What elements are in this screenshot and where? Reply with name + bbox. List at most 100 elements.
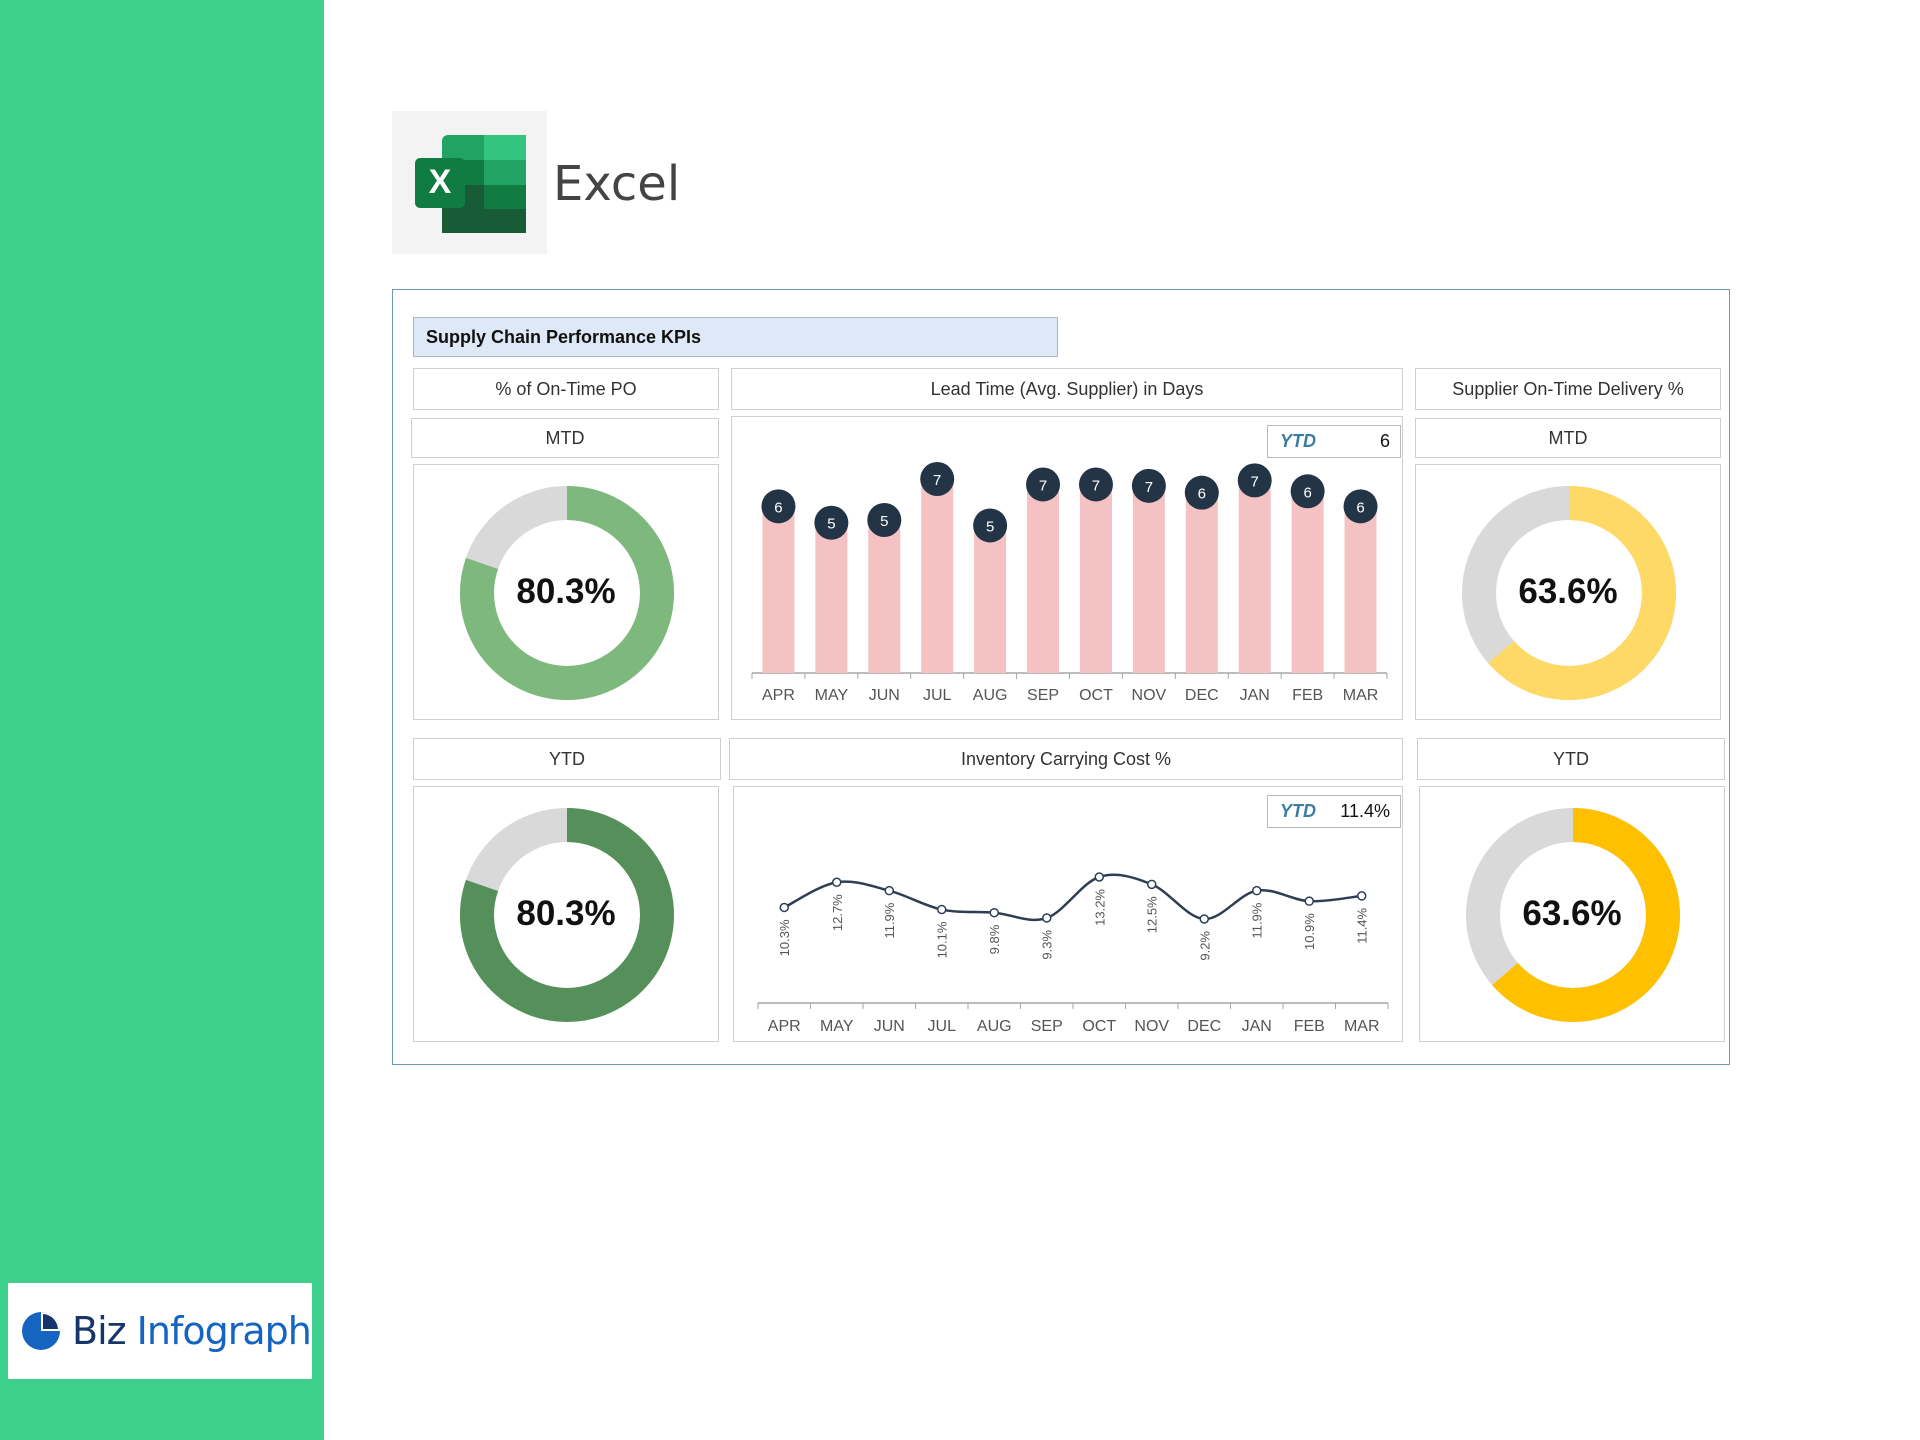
- x-tick-label: AUG: [977, 1018, 1012, 1035]
- donut-value-arc: [1462, 486, 1676, 700]
- on-time-po-ytd-label: YTD: [413, 738, 721, 780]
- bar-value-label: 7: [1092, 477, 1100, 494]
- supplier-delivery-mtd-label: MTD: [1415, 418, 1721, 458]
- bar-value-bubble: [1237, 463, 1272, 498]
- data-point: [884, 885, 894, 896]
- svg-text:X: X: [429, 163, 452, 201]
- inventory-cost-header: Inventory Carrying Cost %: [729, 738, 1403, 780]
- dashboard-title: Supply Chain Performance KPIs: [413, 317, 1058, 357]
- lead-time-bar-chart: 6 APR 5 MAY 5 JUN 7 JUL 5 AUG 7 SEP 7 OCT 7 NOV 6 DEC 7 JAN…: [731, 416, 1403, 720]
- lead-time-header: Lead Time (Avg. Supplier) in Days: [731, 368, 1403, 410]
- data-label: 10.9%: [1302, 913, 1317, 950]
- bar: [1291, 491, 1324, 673]
- on-time-po-mtd-label: MTD: [411, 418, 719, 458]
- supplier-delivery-ytd-donut: 63.6%: [1419, 786, 1725, 1042]
- donut-chart: [460, 486, 674, 700]
- x-tick-label: NOV: [1132, 687, 1167, 704]
- bar-value-bubble: [1078, 467, 1113, 502]
- bar-value-bubble: [814, 505, 849, 540]
- x-tick-label: JAN: [1240, 687, 1270, 704]
- bar-value-bubble: [1343, 489, 1378, 524]
- data-label: 12.7%: [830, 894, 845, 931]
- data-point: [1094, 872, 1104, 882]
- data-label: 10.3%: [777, 919, 792, 956]
- data-point: [1199, 914, 1209, 924]
- x-tick-label: OCT: [1082, 1018, 1116, 1035]
- ytd-badge-label: YTD: [1280, 801, 1316, 821]
- bar: [868, 519, 901, 673]
- x-tick-label: JUN: [869, 687, 900, 704]
- x-tick-label: APR: [762, 687, 795, 704]
- bar: [1132, 485, 1165, 673]
- inventory-cost-line-chart: 10.3% APR 12.7% MAY 11.9% JUN 10.1% JUL 9.8% AUG 9…: [733, 786, 1403, 1042]
- x-tick-label: JUN: [874, 1018, 905, 1035]
- bar-value-bubble: [1184, 475, 1219, 510]
- ytd-badge-value: 11.4%: [1340, 801, 1390, 821]
- data-label: 11.9%: [882, 902, 897, 938]
- donut-value: 63.6%: [1522, 894, 1622, 933]
- brand-logo: Biz Infograph: [8, 1283, 312, 1379]
- x-tick-label: DEC: [1187, 1018, 1221, 1035]
- app-label: Excel: [553, 156, 681, 212]
- data-label: 10.1%: [935, 921, 950, 958]
- bar-value-label: 6: [1356, 499, 1364, 516]
- data-label: 9.2%: [1197, 931, 1212, 961]
- bar-value-bubble: [1026, 467, 1061, 502]
- x-tick-label: SEP: [1031, 1018, 1063, 1035]
- data-label: 9.3%: [1040, 930, 1055, 960]
- donut-chart: [1462, 486, 1676, 700]
- bar: [1185, 492, 1218, 673]
- donut-chart: [460, 808, 674, 1022]
- x-tick-label: JUL: [923, 687, 952, 704]
- x-tick-label: MAY: [815, 687, 849, 704]
- data-point: [1357, 891, 1367, 901]
- bar: [815, 522, 848, 673]
- bar: [921, 479, 954, 673]
- bar: [1344, 506, 1377, 673]
- data-label: 13.2%: [1092, 889, 1107, 926]
- x-tick-label: NOV: [1134, 1018, 1169, 1035]
- data-label: 9.8%: [987, 924, 1002, 954]
- brand-name-biz: Biz: [72, 1309, 127, 1353]
- donut-value: 80.3%: [516, 572, 616, 611]
- excel-logo-tile: X: [392, 111, 547, 254]
- data-point: [989, 907, 999, 918]
- bar-value-label: 7: [1251, 473, 1259, 490]
- bar: [1027, 484, 1060, 673]
- data-point: [779, 902, 789, 913]
- supplier-delivery-mtd-donut: 63.6%: [1415, 464, 1721, 720]
- inventory-ytd-badge: YTD 11.4%: [1267, 795, 1401, 828]
- x-tick-label: FEB: [1292, 687, 1323, 704]
- x-tick-label: FEB: [1294, 1018, 1325, 1035]
- bar-value-label: 5: [880, 513, 888, 530]
- x-tick-label: MAR: [1343, 687, 1379, 704]
- bar-value-label: 5: [827, 516, 835, 533]
- bar-value-label: 6: [1303, 484, 1311, 501]
- data-point: [1252, 885, 1262, 896]
- excel-icon: X: [415, 135, 526, 233]
- on-time-po-header: % of On-Time PO: [413, 368, 719, 410]
- data-point: [1042, 913, 1052, 923]
- ytd-badge-value: 6: [1379, 431, 1390, 451]
- data-point: [1304, 896, 1314, 906]
- bar-value-bubble: [1290, 474, 1325, 509]
- bar-value-label: 5: [986, 518, 994, 535]
- bar: [1079, 484, 1112, 673]
- x-tick-label: MAY: [820, 1018, 854, 1035]
- x-tick-label: OCT: [1079, 687, 1113, 704]
- bar-value-bubble: [1131, 468, 1166, 503]
- series-line: [783, 873, 1362, 922]
- x-tick-label: SEP: [1027, 687, 1059, 704]
- data-label: 11.4%: [1355, 907, 1370, 943]
- bar-value-label: 6: [774, 499, 782, 516]
- bar-value-label: 7: [1145, 479, 1153, 496]
- bar-value-label: 6: [1198, 486, 1206, 503]
- data-point: [937, 904, 947, 915]
- bar-chart-svg: 6 APR 5 MAY 5 JUN 7 JUL 5 AUG 7 SEP 7 OCT 7 NOV 6 DEC 7 JAN…: [751, 462, 1388, 704]
- donut-value-arc: [460, 808, 674, 1022]
- ytd-badge-label: YTD: [1280, 431, 1316, 451]
- x-tick-label: MAR: [1344, 1018, 1380, 1035]
- x-tick-label: AUG: [973, 687, 1008, 704]
- bar: [762, 506, 795, 673]
- donut-chart: [1466, 808, 1680, 1022]
